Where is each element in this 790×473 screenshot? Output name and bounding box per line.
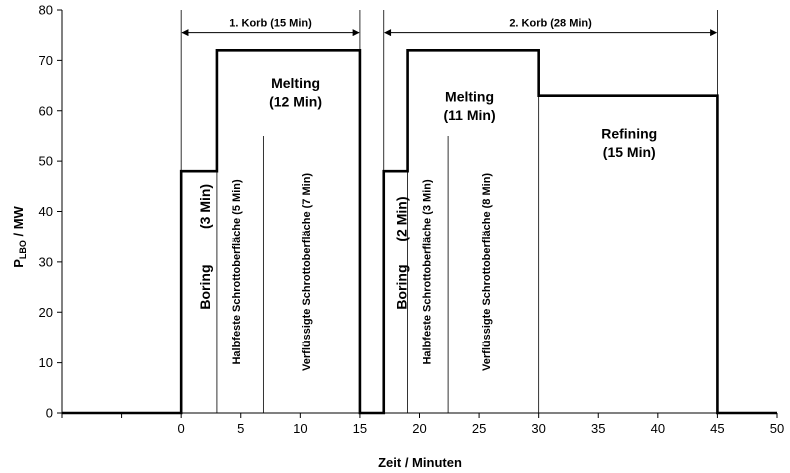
phase-label: Melting	[445, 89, 494, 105]
series-group	[62, 48, 777, 415]
x-tick-label: 30	[531, 421, 545, 436]
phase-label: (12 Min)	[269, 94, 322, 110]
phase-annotations: Melting (12 Min) Melting (11 Min) Refining (1…	[197, 75, 657, 371]
span-label: 1. Korb (15 Min)	[229, 18, 312, 30]
y-tick-label: 60	[39, 103, 53, 118]
phase-label: (11 Min)	[443, 107, 495, 123]
span-annotations: 1. Korb (15 Min) 2. Korb (28 Min)	[181, 18, 718, 37]
x-tick-label: 25	[472, 421, 486, 436]
y-axis-label-main: P	[11, 259, 26, 268]
y-tick-label: 80	[39, 3, 53, 18]
phase-label: Verflüssigte Schrottoberfläche (8 Min)	[481, 173, 493, 371]
x-tick-label: 35	[591, 421, 605, 436]
phase-label: Halbfeste Schrottoberfläche (3 Min)	[422, 179, 434, 365]
x-tick-label: 0	[178, 421, 185, 436]
span-label: 2. Korb (28 Min)	[509, 18, 592, 30]
y-axis-label-sub: LBO	[18, 240, 28, 259]
x-tick-label: 40	[651, 421, 665, 436]
phase-label: (2 Min)	[394, 197, 410, 242]
x-tick-label: 45	[710, 421, 724, 436]
y-tick-label: 70	[39, 53, 53, 68]
axes: 0 10 20 30 40 50 60 70 80 0 5 10 15 20 25 30 35 40 45 50	[39, 3, 785, 437]
y-tick-label: 10	[39, 355, 53, 370]
phase-label: Verflüssigte Schrottoberfläche (7 Min)	[301, 173, 313, 371]
phase-label: (3 Min)	[197, 184, 213, 229]
y-tick-label: 40	[39, 204, 53, 219]
x-tick-label: 15	[353, 421, 367, 436]
y-tick-label: 0	[46, 406, 53, 421]
phase-dividers	[180, 10, 718, 413]
x-axis-label: Zeit / Minuten	[378, 455, 462, 470]
power-series-line	[62, 48, 777, 415]
phase-label: Melting	[271, 75, 320, 91]
phase-label: Boring	[394, 265, 410, 310]
x-tick-label: 50	[770, 421, 784, 436]
y-tick-label: 30	[39, 254, 53, 269]
x-tick-label: 20	[412, 421, 426, 436]
y-axis-label-rest: / MW	[11, 205, 26, 240]
y-axis-label: PLBO / MW	[11, 205, 28, 267]
x-tick-label: 5	[237, 421, 244, 436]
phase-label: Boring	[197, 265, 213, 310]
phase-label: Halbfeste Schrottoberfläche (5 Min)	[231, 179, 243, 365]
y-tick-label: 50	[39, 154, 53, 169]
x-tick-label: 10	[293, 421, 307, 436]
phase-label: (15 Min)	[603, 144, 656, 160]
y-tick-label: 20	[39, 305, 53, 320]
phase-label: Refining	[601, 125, 657, 141]
